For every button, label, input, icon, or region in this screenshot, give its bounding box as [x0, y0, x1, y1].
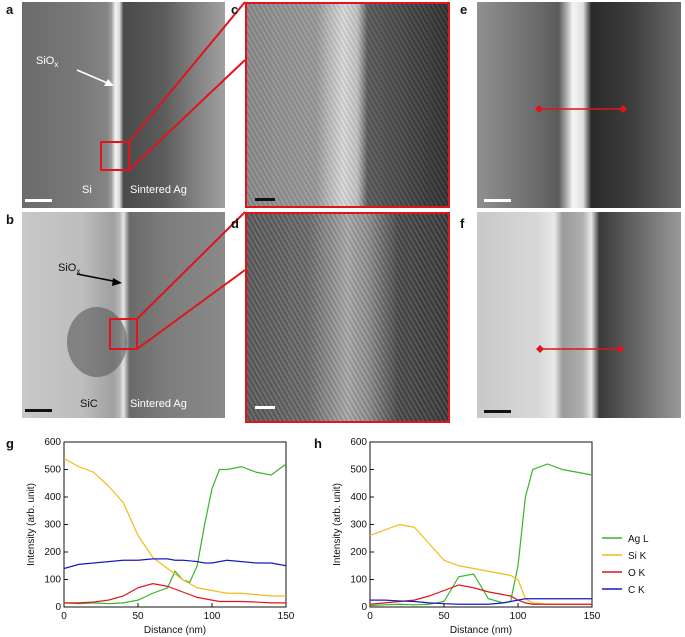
label-material-left-a: Si — [82, 184, 92, 196]
x-tick-label: 50 — [438, 611, 450, 622]
y-tick-label: 200 — [350, 547, 367, 558]
y-tick-label: 400 — [44, 492, 61, 503]
series-line-si-k — [369, 523, 592, 605]
legend-label: C K — [628, 585, 645, 596]
legend-label: Ag L — [628, 534, 649, 545]
linescan-marker — [536, 345, 624, 353]
highlight-box — [100, 141, 130, 171]
linescan-start — [535, 105, 543, 113]
x-tick-label: 100 — [510, 611, 527, 622]
panel-letter-e: e — [460, 2, 468, 17]
series-line-ag-l — [369, 463, 593, 607]
series-line-si-k — [63, 457, 286, 597]
tem-image-sic-sintered-ag — [22, 212, 225, 418]
scale-bar — [25, 199, 52, 202]
x-tick-label: 50 — [132, 611, 144, 622]
y-tick-label: 600 — [350, 437, 367, 448]
series-line-o-k — [369, 584, 592, 605]
x-axis-label: Distance (nm) — [144, 625, 206, 636]
scale-bar — [484, 199, 511, 202]
panel-letter-c: c — [231, 2, 239, 17]
chart-h: 0 100 200 300 400 500 600 0 50 100 150 Distance (nm… — [332, 437, 601, 636]
arrow-line — [76, 273, 119, 283]
panel-b-overlay — [67, 273, 138, 377]
scale-bar — [255, 198, 275, 201]
y-tick-label: 100 — [44, 575, 61, 586]
y-tick-label: 400 — [350, 492, 367, 503]
panel-letter-f: f — [460, 216, 465, 231]
y-tick-label: 200 — [44, 547, 61, 558]
series-line-o-k — [64, 583, 286, 604]
series-line-c-k — [370, 598, 592, 605]
chart-legend: Ag L Si K O K C K — [602, 534, 649, 596]
y-tick-label: 0 — [55, 602, 61, 613]
panel-letter-h: h — [314, 436, 322, 451]
tem-image-f — [477, 212, 681, 418]
scale-bar — [25, 409, 52, 412]
plot-frame — [63, 441, 287, 608]
y-axis-label: Intensity (arb. unit) — [26, 483, 37, 566]
arrow-head — [104, 79, 114, 86]
y-tick-label: 600 — [44, 437, 61, 448]
tem-image-si-sintered-ag — [22, 2, 225, 208]
label-material-right-b: Sintered Ag — [130, 398, 187, 410]
panel-letter-d: d — [231, 216, 239, 231]
arrow-head — [112, 278, 122, 286]
x-tick-label: 150 — [584, 611, 601, 622]
x-tick-label: 0 — [367, 611, 373, 622]
panel-letter-b: b — [6, 212, 14, 227]
legend-label: O K — [628, 568, 646, 579]
hrtem-image-d — [245, 212, 450, 423]
linescan-marker — [535, 105, 627, 113]
legend-label: Si K — [628, 551, 647, 562]
label-material-right-a: Sintered Ag — [130, 184, 187, 196]
y-tick-label: 500 — [350, 465, 367, 476]
annot-siox-b: SiOx — [58, 262, 81, 277]
scale-bar — [484, 410, 511, 413]
hrtem-image-c — [245, 2, 450, 208]
y-tick-label: 300 — [350, 520, 367, 531]
x-tick-label: 0 — [61, 611, 67, 622]
tem-image-e — [477, 2, 681, 208]
x-tick-label: 100 — [204, 611, 221, 622]
y-tick-label: 300 — [44, 520, 61, 531]
linescan-end — [616, 345, 624, 353]
x-axis-label: Distance (nm) — [450, 625, 512, 636]
linescan-end — [619, 105, 627, 113]
annot-siox-a: SiOx — [36, 55, 59, 70]
series-line-c-k — [63, 558, 287, 570]
linescan-start — [536, 345, 544, 353]
series-line-ag-l — [63, 463, 287, 605]
panel-letter-a: a — [6, 2, 14, 17]
x-tick-label: 150 — [278, 611, 295, 622]
chart-g: 0 100 200 300 400 500 600 0 50 100 150 Distance (nm… — [26, 437, 295, 636]
y-tick-label: 100 — [350, 575, 367, 586]
panel-letter-g: g — [6, 436, 14, 451]
scale-bar — [255, 406, 275, 409]
y-tick-label: 500 — [44, 465, 61, 476]
dark-region — [67, 307, 127, 377]
y-axis-label: Intensity (arb. unit) — [332, 483, 343, 566]
label-material-left-b: SiC — [80, 398, 98, 410]
panel-a-overlay — [76, 69, 130, 171]
y-tick-label: 0 — [361, 602, 367, 613]
plot-frame — [369, 441, 593, 608]
